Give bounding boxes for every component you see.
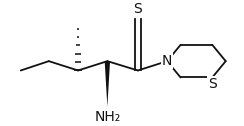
Text: N: N	[162, 54, 172, 68]
Polygon shape	[105, 61, 110, 107]
Text: S: S	[208, 77, 217, 91]
Text: NH₂: NH₂	[94, 110, 121, 124]
Text: S: S	[133, 2, 142, 16]
